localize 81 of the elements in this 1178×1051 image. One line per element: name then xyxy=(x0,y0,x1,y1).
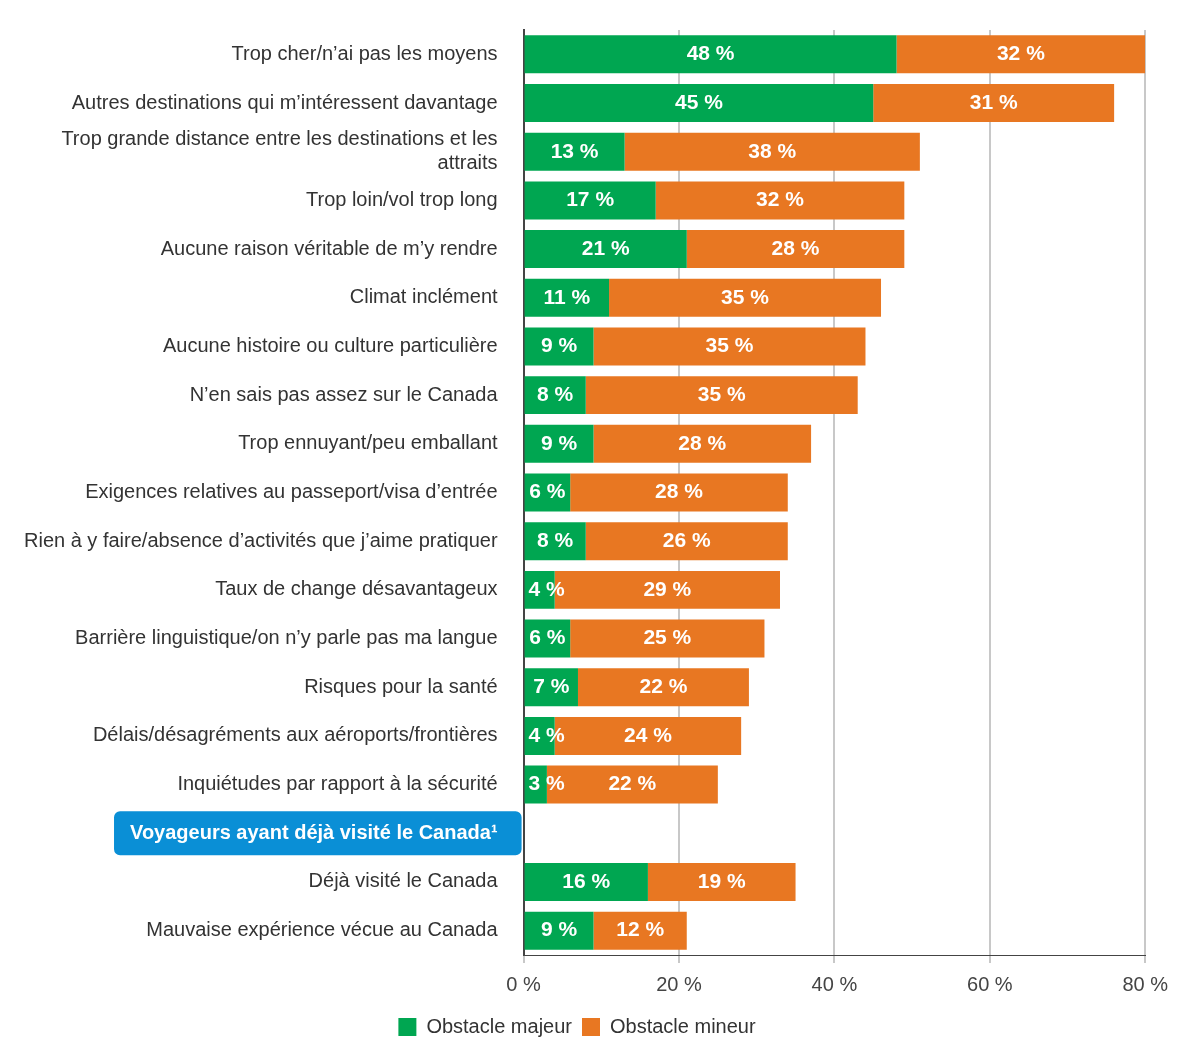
y-tick-label: Risques pour la santé xyxy=(304,674,498,697)
bar xyxy=(896,35,1146,74)
y-tick-label: Voyageurs ayant déjà visité le Canada¹ xyxy=(130,820,498,843)
data-label: 25 % xyxy=(643,625,692,649)
legend-label: Obstacle majeur xyxy=(426,1014,573,1037)
data-label: 6 % xyxy=(529,625,566,649)
bar xyxy=(585,522,788,561)
data-label: 32 % xyxy=(756,187,805,211)
x-tick-label: 0 % xyxy=(506,972,542,995)
data-label: 38 % xyxy=(748,138,797,162)
bar xyxy=(570,619,765,658)
y-tick-label: Exigences relatives au passeport/visa d’entrée xyxy=(85,480,498,503)
bar xyxy=(593,424,812,463)
data-label: 19 % xyxy=(697,868,746,892)
bar xyxy=(585,376,858,415)
data-label: 17 % xyxy=(566,187,615,211)
data-label: 45 % xyxy=(674,89,724,113)
data-label: 12 % xyxy=(616,917,665,941)
bar xyxy=(546,765,718,804)
data-label: 9 % xyxy=(540,430,578,454)
y-tick-label: Taux de change désavantageux xyxy=(215,577,498,600)
bar xyxy=(647,862,796,901)
data-label: 13 % xyxy=(550,138,599,162)
y-tick-label: Déjà visité le Canada xyxy=(308,869,499,892)
y-tick-label: Délais/désagréments aux aéroports/frontières xyxy=(92,723,498,746)
y-tick-label: Trop ennuyant/peu emballant xyxy=(238,431,499,454)
data-label: 28 % xyxy=(771,235,820,259)
bar xyxy=(593,327,866,366)
y-tick-label: Aucune raison véritable de m’y rendre xyxy=(160,236,498,259)
data-label: 32 % xyxy=(996,41,1046,65)
x-tick-label: 40 % xyxy=(811,972,858,995)
data-label: 21 % xyxy=(581,235,630,259)
bar xyxy=(570,473,788,512)
bar xyxy=(873,84,1115,123)
bar xyxy=(655,181,905,220)
y-tick-label: Mauvaise expérience vécue au Canada xyxy=(146,918,499,941)
bar xyxy=(593,911,687,950)
data-label: 26 % xyxy=(662,527,712,551)
data-label: 6 % xyxy=(529,479,566,503)
data-label: 35 % xyxy=(697,381,746,405)
data-label: 9 % xyxy=(540,333,578,357)
bar xyxy=(686,230,905,269)
data-label: 29 % xyxy=(643,576,692,600)
data-label: 8 % xyxy=(537,527,574,551)
data-label: 9 % xyxy=(540,917,578,941)
bar xyxy=(524,230,687,269)
data-label: 28 % xyxy=(678,430,727,454)
data-label: 24 % xyxy=(623,722,673,746)
data-label: 35 % xyxy=(705,333,754,357)
data-label: 35 % xyxy=(721,284,770,308)
data-label: 31 % xyxy=(969,89,1018,113)
y-tick-label: Barrière linguistique/on n’y parle pas ma langue xyxy=(75,626,498,649)
data-label: 28 % xyxy=(655,479,704,503)
data-label: 7 % xyxy=(533,674,570,698)
x-tick-label: 60 % xyxy=(967,972,1013,995)
legend-label: Obstacle mineur xyxy=(610,1014,756,1037)
data-label: 22 % xyxy=(608,771,657,795)
y-tick-label: Trop cher/n’ai pas les moyens xyxy=(231,41,498,64)
data-label: 48 % xyxy=(686,41,735,65)
y-tick-label: Trop grande distance entre les destinations et les attraits xyxy=(61,127,498,174)
bar xyxy=(524,862,648,901)
y-tick-label: Aucune histoire ou culture particulière xyxy=(162,333,498,356)
y-tick-label: Trop loin/vol trop long xyxy=(305,187,498,210)
y-tick-label: Climat inclément xyxy=(349,285,499,308)
bar xyxy=(524,35,897,74)
x-tick-label: 80 % xyxy=(1122,972,1169,995)
bar xyxy=(609,278,882,317)
x-tick-label: 20 % xyxy=(656,972,702,995)
bar xyxy=(577,668,749,707)
y-tick-label: N’en sais pas assez sur le Canada xyxy=(189,382,499,405)
data-label: 8 % xyxy=(537,381,574,405)
data-label: 22 % xyxy=(639,674,688,698)
y-tick-label: Inquiétudes par rapport à la sécurité xyxy=(177,772,498,795)
data-label: 16 % xyxy=(562,868,611,892)
y-tick-label: Rien à y faire/absence d’activités que j’aime pratiquer xyxy=(23,528,498,551)
bar xyxy=(624,132,920,171)
data-label: 11 % xyxy=(543,284,591,308)
bar xyxy=(524,181,656,220)
bar xyxy=(524,84,874,123)
y-tick-label: Autres destinations qui m’intéressent davantage xyxy=(71,90,498,113)
bar xyxy=(524,132,625,171)
